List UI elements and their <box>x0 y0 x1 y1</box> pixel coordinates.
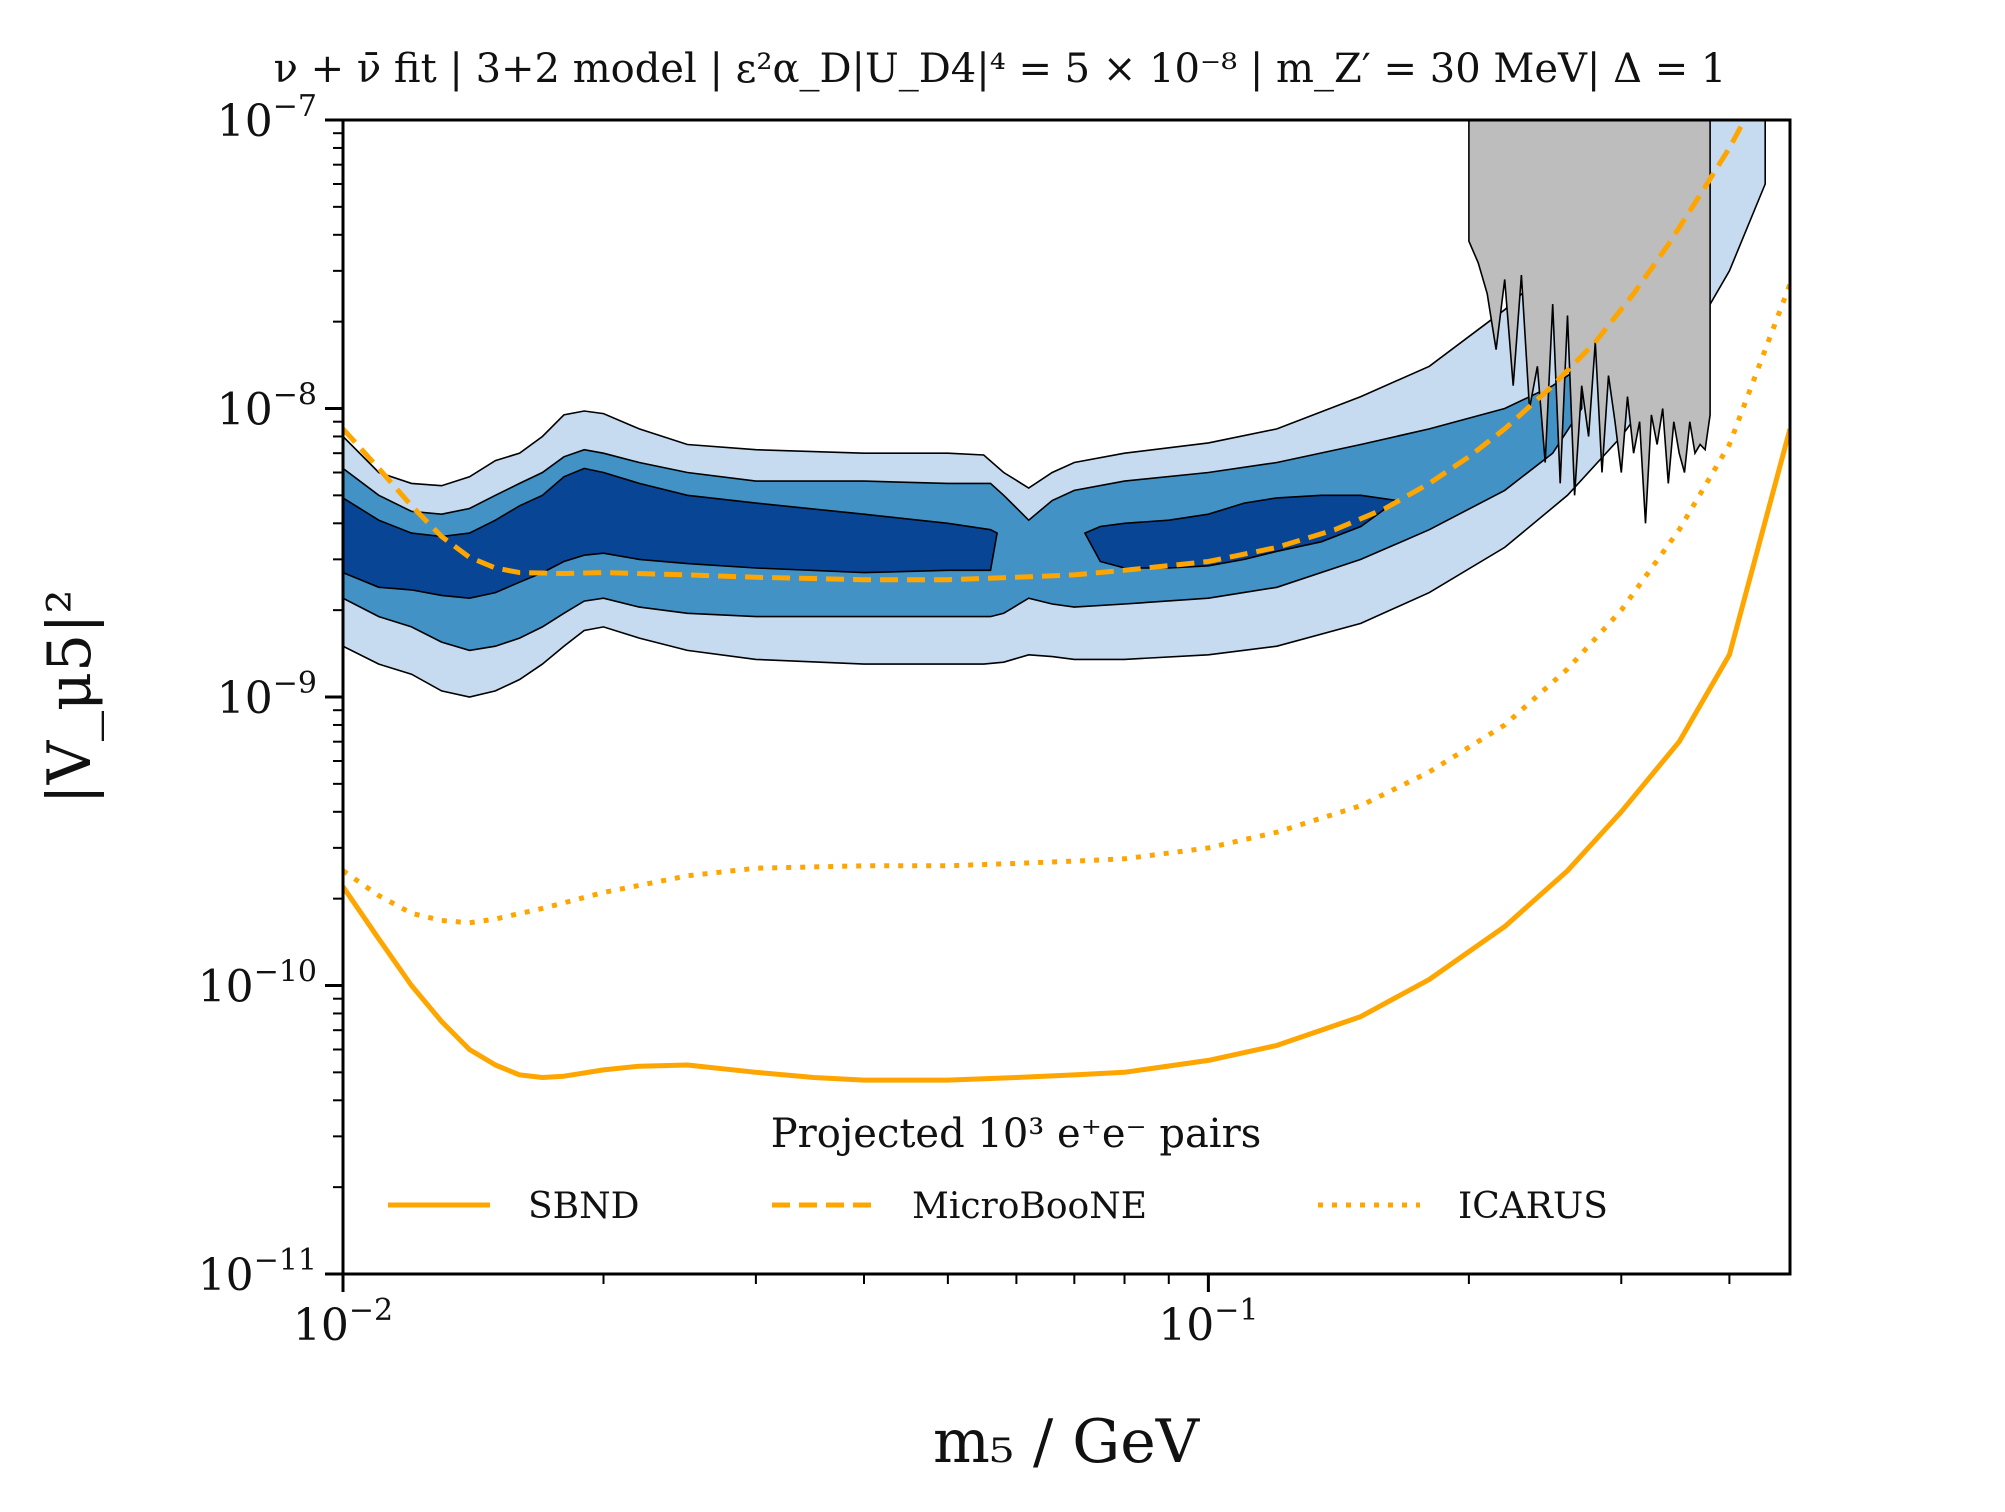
excluded-region-shape <box>1468 120 1711 524</box>
series-line-sbnd <box>343 428 1790 1083</box>
y-tick-label: 10−8 <box>217 378 317 436</box>
fit-band-1sigma_a <box>343 467 998 600</box>
projection-lines <box>343 120 1790 1083</box>
x-tick-label: 10−1 <box>1158 1293 1258 1351</box>
series-line-microboone <box>343 120 1748 583</box>
plot-area <box>343 120 1790 1083</box>
excluded-region <box>1468 120 1711 524</box>
y-tick-label: 10−7 <box>217 89 317 147</box>
legend: Projected 10³ e⁺e⁻ pairs SBND MicroBooNE… <box>388 1111 1608 1227</box>
chart-title: ν + ν̄ fit | 3+2 model | ε²α_D|U_D4|⁴ = … <box>274 46 1727 92</box>
y-tick-label: 10−10 <box>198 955 317 1013</box>
fit-band-2sigma <box>343 364 1583 652</box>
legend-title: Projected 10³ e⁺e⁻ pairs <box>771 1111 1262 1157</box>
fit-bands <box>343 120 1766 698</box>
legend-label-sbnd: SBND <box>528 1186 639 1227</box>
x-tick-label: 10−2 <box>293 1293 393 1351</box>
y-tick-label: 10−9 <box>217 666 317 724</box>
legend-label-icarus: ICARUS <box>1458 1186 1608 1227</box>
x-axis-label: m₅ / GeV <box>933 1407 1201 1477</box>
series-line-icarus <box>343 283 1790 926</box>
y-tick-label: 10−11 <box>198 1243 317 1301</box>
legend-label-microboone: MicroBooNE <box>912 1186 1147 1227</box>
y-axis-label: |V_μ5|² <box>35 590 105 805</box>
